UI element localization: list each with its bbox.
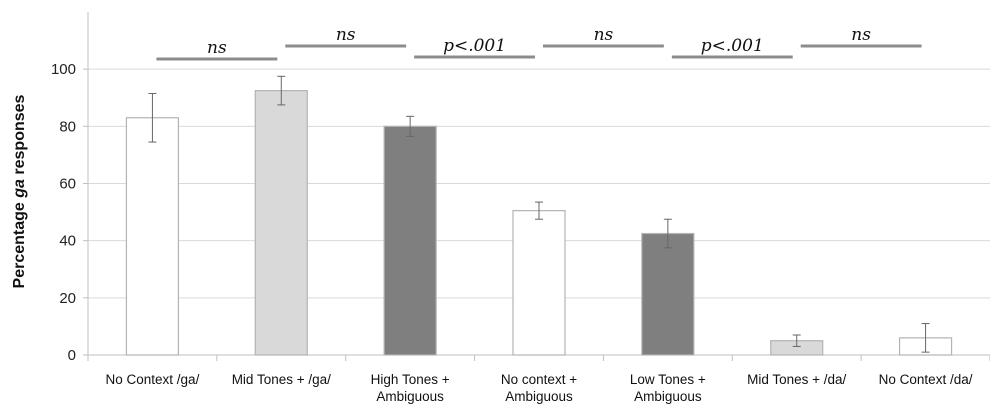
significance-label: p<.001 <box>701 36 764 56</box>
bar <box>512 210 566 356</box>
y-tick-label: 40 <box>59 233 76 250</box>
bar <box>641 232 695 356</box>
category-label: No Context /ga/ <box>106 372 200 387</box>
significance-label: ns <box>594 25 614 45</box>
y-axis-label: Percentage ga responses <box>11 94 28 288</box>
bar <box>125 117 180 356</box>
significance-label: ns <box>207 38 227 58</box>
y-tick-label: 60 <box>59 176 76 193</box>
bar <box>383 125 437 356</box>
bar <box>254 90 308 356</box>
category-label: High Tones + Ambiguous <box>371 372 450 404</box>
y-tick-label: 100 <box>51 61 76 78</box>
y-tick-label: 20 <box>59 290 76 307</box>
significance-label: ns <box>336 25 356 45</box>
y-tick-label: 0 <box>68 347 76 364</box>
y-tick-label: 80 <box>59 118 76 135</box>
significance-label: ns <box>851 25 871 45</box>
category-label: Mid Tones + /da/ <box>747 372 846 387</box>
significance-label: p<.001 <box>443 36 506 56</box>
category-label: No context + Ambiguous <box>501 372 577 404</box>
category-label: No Context /da/ <box>879 372 973 387</box>
category-label: Low Tones + Ambiguous <box>630 372 706 404</box>
category-label: Mid Tones + /ga/ <box>232 372 331 387</box>
